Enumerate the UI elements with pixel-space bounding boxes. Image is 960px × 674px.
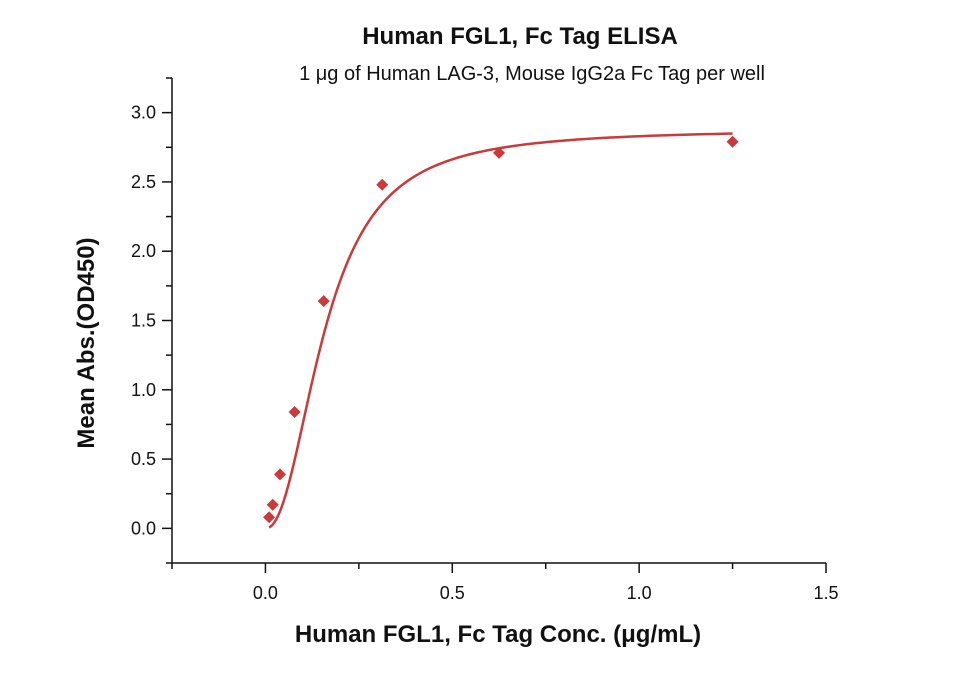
data-point [493,146,505,159]
y-tick-label: 0.5 [131,449,156,469]
data-points [263,135,739,524]
data-point [266,498,279,511]
chart-title: Human FGL1, Fc Tag ELISA [362,23,678,50]
y-tick-labels: 0.0 0.5 1.0 1.5 2.0 2.5 3.0 [131,103,156,539]
fit-curve [268,132,733,529]
y-ticks [162,77,172,564]
x-tick-label: 0.0 [253,583,278,603]
chart-subtitle: 1 μg of Human LAG-3, Mouse IgG2a Fc Tag … [299,63,765,85]
x-axis-label: Human FGL1, Fc Tag Conc. (μg/mL) [295,621,701,648]
y-tick-label: 0.0 [131,518,156,538]
data-point [726,135,739,148]
data-point [288,405,301,418]
x-tick-label: 1.5 [813,583,838,603]
data-point [274,468,287,481]
x-tick-labels: 0.0 0.5 1.0 1.5 [253,583,839,603]
y-axis-label: Mean Abs.(OD450) [73,237,100,448]
y-tick-label: 1.5 [131,311,156,331]
x-tick-label: 0.5 [440,583,465,603]
y-tick-label: 2.0 [131,241,156,261]
data-point [263,511,276,524]
data-point [376,178,389,191]
x-tick-label: 1.0 [627,583,652,603]
y-tick-label: 3.0 [131,103,156,123]
data-point [317,295,330,308]
y-tick-label: 2.5 [131,172,156,192]
x-ticks [171,563,827,573]
y-tick-label: 1.0 [131,380,156,400]
